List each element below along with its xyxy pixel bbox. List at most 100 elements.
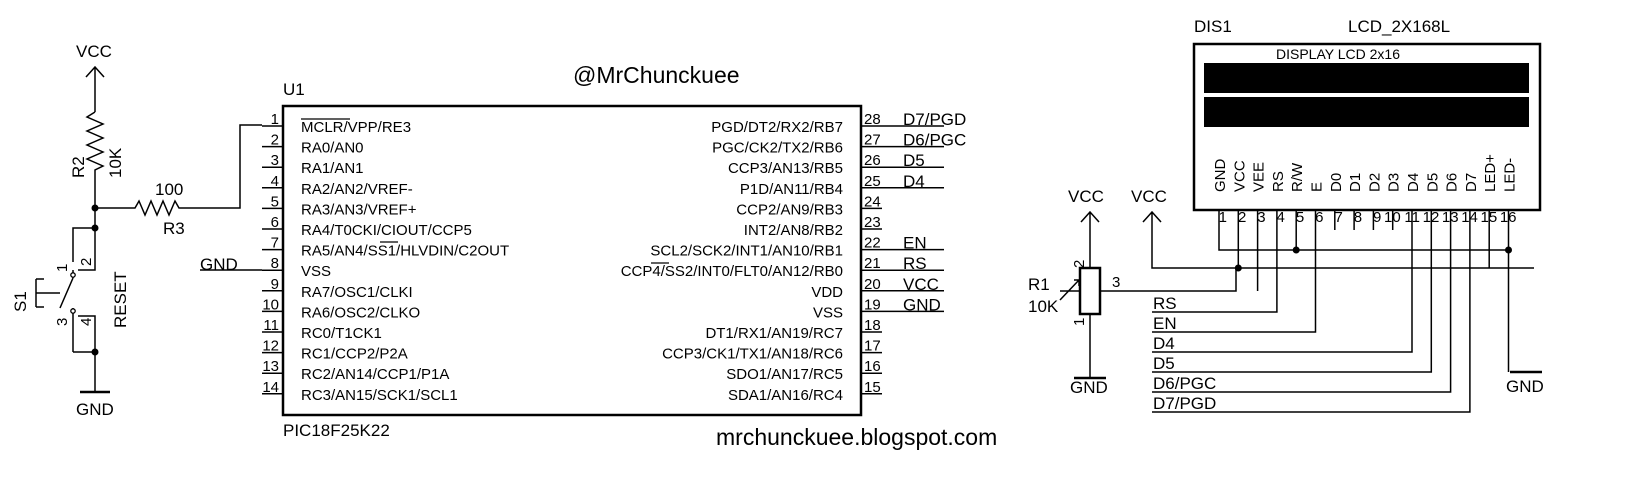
lcd-pin-number: 3: [1257, 209, 1265, 226]
lcd-pin-number: 10: [1384, 209, 1401, 226]
switch-label: RESET: [111, 271, 130, 328]
blog-url: mrchunckuee.blogspot.com: [716, 424, 997, 450]
mcu-pin-label: CCP3/AN13/RB5: [728, 160, 843, 177]
lcd-pin-label: RS: [1270, 171, 1287, 192]
switch-pin-3: 3: [54, 318, 71, 326]
junction-dot: [1292, 246, 1300, 254]
r2-resistor-icon: [85, 111, 105, 208]
lcd-pin-label: VCC: [1231, 160, 1248, 192]
mcu-pin-number: 16: [864, 358, 881, 375]
mcu-net-label: D6/PGC: [903, 131, 966, 150]
mcu-pin-number: 7: [271, 235, 279, 252]
switch-ref: S1: [11, 291, 30, 312]
mcu-pin-label: RA7/OSC1/CLKI: [301, 284, 413, 301]
mcu-u1: U1 PIC18F25K22 1 MCLR/VPP/RE3 2 RA0/AN0 3 RA1…: [200, 80, 966, 440]
switch-wires: [72, 208, 96, 392]
pot-vcc-label: VCC: [1068, 187, 1104, 206]
pushbutton-icon: [35, 270, 74, 316]
switch-contact: [70, 308, 76, 314]
mcu-pin-label: RC3/AN15/SCK1/SCL1: [301, 387, 458, 404]
lcd-pin-number: 4: [1277, 209, 1285, 226]
mcu-pin-number: 26: [864, 152, 881, 169]
lcd-pin-number: 12: [1423, 209, 1440, 226]
lcd-part: LCD_2X168L: [1348, 17, 1450, 36]
r3-resistor-icon: [95, 124, 262, 217]
r3-ref: R3: [163, 219, 185, 238]
lcd-pin-label: D3: [1386, 173, 1403, 192]
mcu-body: [281, 104, 863, 417]
mcu-pin-number: 24: [864, 193, 881, 210]
mcu-left-pins: 1 MCLR/VPP/RE3 2 RA0/AN0 3 RA1/AN1 4 RA2/AN2/VR…: [262, 111, 509, 404]
mcu-pin-number: 28: [864, 111, 881, 128]
mcu-net-label: EN: [903, 234, 927, 253]
lcd-pin-label: D7: [1463, 173, 1480, 192]
mcu-pin-label: RA0/AN0: [301, 140, 364, 157]
mcu-net-label: D5: [903, 151, 925, 170]
lcd-pin-label: D6: [1444, 173, 1461, 192]
mcu-net-label: GND: [903, 295, 941, 314]
mcu-net-label: D7/PGD: [903, 110, 966, 129]
lcd-pin-label: D2: [1366, 173, 1383, 192]
pot-wires: [1089, 268, 1237, 378]
mcu-pin-number: 14: [262, 379, 279, 396]
pot-body: [1078, 266, 1102, 316]
lcd-pin-number: 1: [1219, 209, 1227, 226]
mcu-pin-number: 27: [864, 132, 881, 149]
pot-pin-1: 1: [1071, 318, 1088, 326]
net-wire: [1152, 230, 1433, 373]
mcu-gnd-label: GND: [200, 255, 238, 274]
mcu-right-pins: 28 PGD/DT2/RX2/RB7 D7/PGD 27 PGC/CK2/TX2/RB6…: [621, 110, 967, 404]
reset-circuit: VCC R2 10K 100 R3 1 2 3 4 S1 RESET GND: [11, 42, 262, 419]
lcd-pin-number: 9: [1373, 209, 1381, 226]
mcu-pin-label: RA5/AN4/SS1/HLVDIN/C2OUT: [301, 243, 509, 260]
mcu-pin-number: 20: [864, 276, 881, 293]
mcu-pin-number: 2: [271, 132, 279, 149]
mcu-pin-label: SCL2/SCK2/INT1/AN10/RB1: [650, 243, 843, 260]
net-wire: [1152, 230, 1471, 413]
r3-value: 100: [155, 180, 183, 199]
lcd-pin-label: E: [1309, 182, 1326, 192]
mcu-pin-number: 25: [864, 173, 881, 190]
mcu-pin-label: SDA1/AN16/RC4: [728, 387, 843, 404]
mcu-pin-number: 21: [864, 255, 881, 272]
mcu-pin-label: SDO1/AN17/RC5: [726, 366, 843, 383]
mcu-ref: U1: [283, 80, 305, 99]
lcd-pin-label: D4: [1405, 173, 1422, 192]
mcu-pin-number: 17: [864, 338, 881, 355]
mcu-pin-label: CCP4/SS2/INT0/FLT0/AN12/RB0: [621, 263, 843, 280]
lcd-pin-label: LED-: [1502, 158, 1519, 192]
junction-dot: [91, 348, 99, 356]
lcd-pin-number: 16: [1500, 209, 1517, 226]
mcu-part: PIC18F25K22: [283, 421, 390, 440]
author-label: @MrChunckuee: [573, 62, 740, 88]
mcu-pin-number: 1: [271, 111, 279, 128]
lcd-row-2: [1204, 97, 1529, 127]
lcd-ref: DIS1: [1194, 17, 1232, 36]
pot-gnd-label: GND: [1070, 378, 1108, 397]
mcu-pin-number: 12: [262, 338, 279, 355]
mcu-pin-label: RA4/T0CKI/CIOUT/CCP5: [301, 222, 472, 239]
lcd-pin-label: GND: [1212, 159, 1229, 193]
mcu-pin-label: INT2/AN8/RB2: [744, 222, 843, 239]
lcd-pin-number: 2: [1238, 209, 1246, 226]
mcu-pin-number: 8: [271, 255, 279, 272]
mcu-net-label: D4: [903, 172, 925, 191]
mcu-pin-label: CCP3/CK1/TX1/AN18/RC6: [662, 346, 843, 363]
mcu-pin-number: 23: [864, 214, 881, 231]
mcu-pin-number: 15: [864, 379, 881, 396]
mcu-pin-number: 3: [271, 152, 279, 169]
lcd-pin-number: 6: [1315, 209, 1323, 226]
lcd-net-wires: [1152, 230, 1512, 413]
mcu-pin-label: VSS: [813, 304, 843, 321]
mcu-pin-number: 13: [262, 358, 279, 375]
bus-net-label: D6/PGC: [1153, 374, 1216, 393]
vcc-arrow-icon: [1080, 210, 1100, 268]
pot-pin-3: 3: [1112, 274, 1120, 291]
bus-net-label: D4: [1153, 334, 1175, 353]
lcd-pin-label: D5: [1424, 173, 1441, 192]
mcu-pin-label: RC0/T1CK1: [301, 325, 382, 342]
mcu-pin-label: RA3/AN3/VREF+: [301, 201, 417, 218]
lcd-body: [1192, 42, 1542, 212]
lcd-vcc-label: VCC: [1131, 187, 1167, 206]
